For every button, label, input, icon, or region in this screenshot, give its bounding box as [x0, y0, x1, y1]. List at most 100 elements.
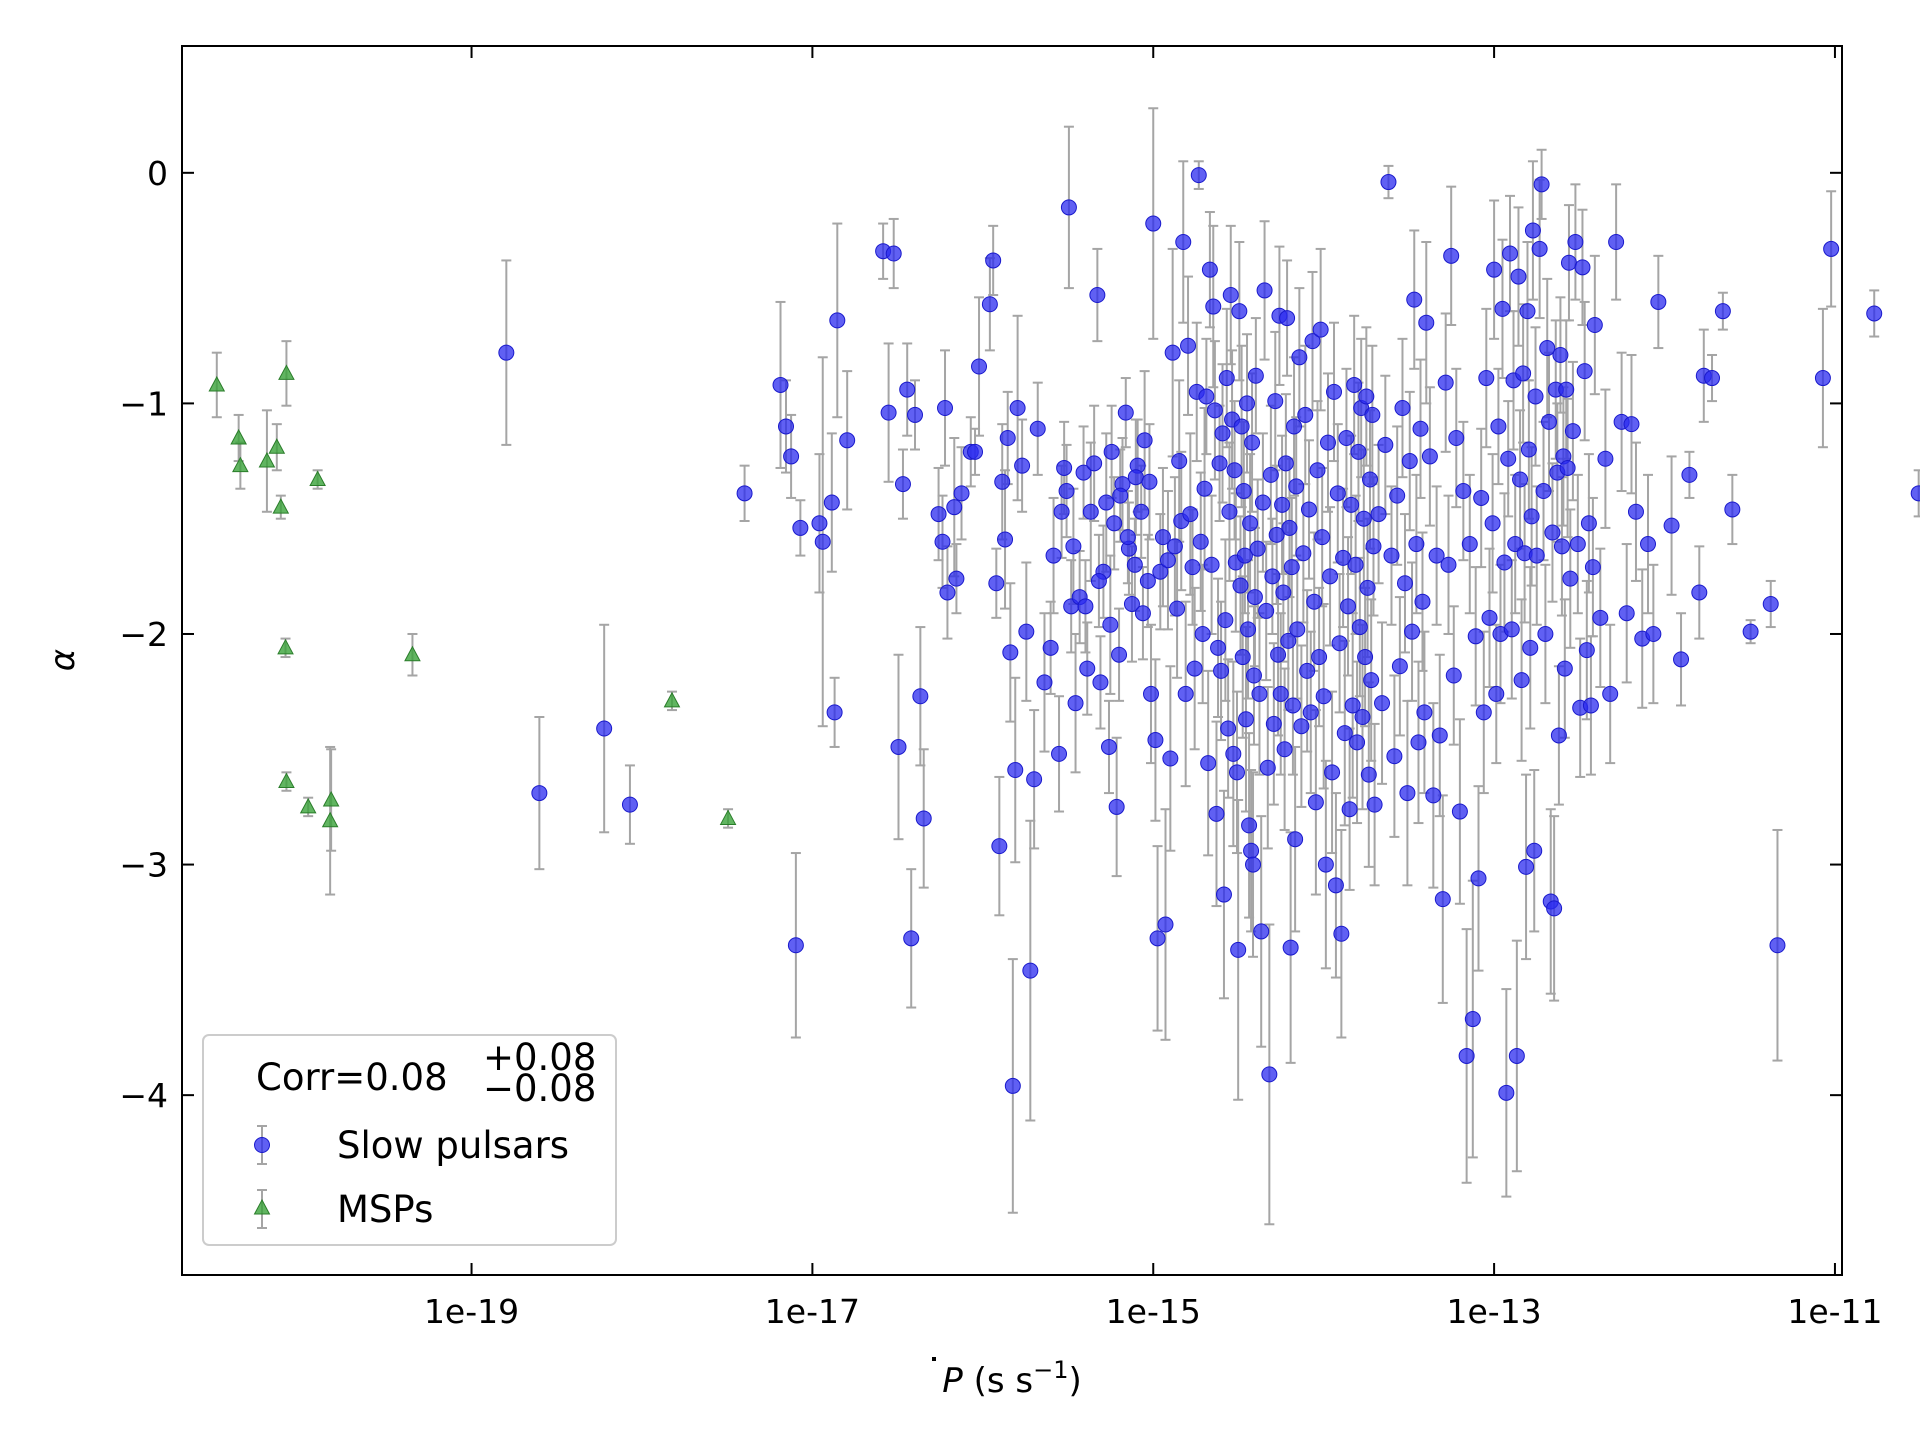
slow-pulsar-point [1282, 939, 1299, 956]
msp-point [299, 797, 317, 814]
slow-pulsar-point [1299, 662, 1316, 679]
slow-pulsar-point [1014, 457, 1031, 474]
slow-pulsar-point [1139, 572, 1156, 589]
slow-pulsar-point [1233, 418, 1250, 435]
slow-pulsar-point [1464, 1011, 1481, 1028]
slow-pulsar-point [1510, 268, 1527, 285]
msp-point [719, 809, 737, 825]
slow-pulsar-point [1254, 494, 1271, 511]
slow-pulsar-point [1145, 215, 1162, 232]
slow-pulsar-point [1377, 436, 1394, 453]
slow-pulsar-point [1272, 685, 1289, 702]
slow-pulsar-point [1236, 547, 1253, 564]
slow-pulsar-point [880, 404, 897, 421]
slow-pulsar-point [1408, 536, 1425, 553]
slow-pulsar-point [1681, 466, 1698, 483]
slow-pulsar-point [1186, 660, 1203, 677]
slow-pulsar-point [1102, 616, 1119, 633]
slow-pulsar-point [1213, 662, 1230, 679]
slow-pulsar-point [1284, 697, 1301, 714]
slow-pulsar-point [1582, 697, 1599, 714]
slow-pulsar-point [1297, 406, 1314, 423]
slow-pulsar-point [1391, 658, 1408, 675]
legend-slow-marker [254, 1137, 270, 1153]
slow-pulsar-point [1488, 685, 1505, 702]
slow-pulsar-point [1234, 649, 1251, 666]
axis-ticks: 1e-19 1e-17 1e-15 1e-13 1e-11 0 −1 −2 −3 −4 [119, 46, 1883, 1331]
slow-pulsar-point [1295, 545, 1312, 562]
slow-pulsar-point [1523, 508, 1540, 525]
slow-pulsar-point [811, 515, 828, 532]
slow-pulsar-point [1244, 434, 1261, 451]
slow-pulsar-point [1220, 720, 1237, 737]
slow-pulsar-point [1205, 298, 1222, 315]
x-tick-label: 1e-17 [765, 1292, 860, 1331]
msp-point [208, 375, 226, 392]
slow-pulsar-point [1133, 503, 1150, 520]
slow-pulsar-point [1431, 727, 1448, 744]
slow-pulsar-point [1434, 891, 1451, 908]
slow-pulsar-point [1259, 759, 1276, 776]
x-axis-label-unit-prefix: (s s [963, 1361, 1033, 1401]
slow-pulsar-point [1455, 483, 1472, 500]
slow-pulsar-point [829, 312, 846, 329]
slow-pulsar-point [1329, 485, 1346, 502]
slow-pulsar-point [1214, 425, 1231, 442]
slow-pulsar-point [1428, 547, 1445, 564]
slow-pulsar-point [1584, 559, 1601, 576]
msp-point [309, 470, 326, 486]
legend-msp-label: MSPs [337, 1188, 433, 1231]
slow-pulsar-point [915, 810, 932, 827]
slow-pulsar-point [1164, 344, 1181, 361]
slow-pulsar-point [1814, 370, 1831, 387]
slow-pulsar-point [1443, 247, 1460, 264]
slow-pulsar-point [1243, 842, 1260, 859]
msp-point [258, 451, 276, 468]
slow-pulsar-point [1147, 732, 1164, 749]
slow-pulsar-point [1149, 930, 1166, 947]
slow-pulsar-point [1360, 766, 1377, 783]
slow-pulsar-point [1240, 621, 1257, 638]
slow-pulsar-point [1515, 365, 1532, 382]
slow-pulsar-point [1218, 370, 1235, 387]
slow-pulsar-point [907, 406, 924, 423]
slow-pulsar-point [1412, 420, 1429, 437]
slow-pulsar-point [1211, 455, 1228, 472]
slow-pulsar-point [1232, 577, 1249, 594]
slow-pulsar-point [1203, 556, 1220, 573]
legend-title-main: Corr=0.08 [256, 1056, 448, 1099]
slow-pulsar-point [1198, 388, 1215, 405]
slow-pulsar-point [1535, 483, 1552, 500]
x-axis-label-exponent: −1 [1033, 1356, 1068, 1384]
legend-box [202, 1034, 617, 1246]
slow-pulsar-point [1241, 817, 1258, 834]
slow-pulsar-point [736, 485, 753, 502]
slow-pulsar-point [1440, 556, 1457, 573]
legend-title-sub: −0.08 [483, 1067, 596, 1110]
slow-pulsar-point [1673, 651, 1690, 668]
y-tick-label: −1 [119, 384, 168, 423]
slow-pulsar-point [999, 429, 1016, 446]
slow-pulsar-point [1251, 685, 1268, 702]
slow-pulsar-point [1512, 471, 1529, 488]
slow-pulsar-point [1221, 503, 1238, 520]
slow-pulsar-point [1262, 466, 1279, 483]
slow-pulsar-point [1022, 962, 1039, 979]
slow-pulsar-point [1374, 695, 1391, 712]
slow-pulsar-point [988, 575, 1005, 592]
slow-pulsar-point [1075, 464, 1092, 481]
slow-pulsar-point [1361, 471, 1378, 488]
slow-pulsar-point [1279, 310, 1296, 327]
slow-pulsar-point [946, 499, 963, 516]
slow-pulsar-point [981, 296, 998, 313]
slow-pulsar-point [1004, 1077, 1021, 1094]
slow-pulsar-point [1281, 519, 1298, 536]
slow-pulsar-point [997, 531, 1014, 548]
slow-pulsar-point [1340, 598, 1357, 615]
slow-pulsar-point [1177, 685, 1194, 702]
slow-pulsar-point [1194, 625, 1211, 642]
slow-pulsar-point [1217, 612, 1234, 629]
slow-pulsar-point [894, 476, 911, 493]
slow-pulsar-point [1650, 293, 1667, 310]
